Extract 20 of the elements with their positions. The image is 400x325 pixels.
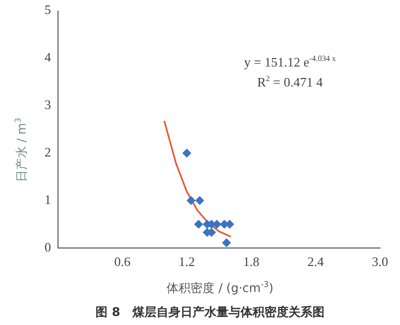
annotation: R$^{2}$ = 0.471 4 bbox=[256, 73, 324, 91]
y-tick-label: 5 bbox=[44, 2, 51, 18]
y-tick-label: 2 bbox=[44, 144, 51, 160]
point bbox=[195, 196, 204, 206]
point bbox=[186, 196, 196, 206]
x-tick-label: 3.0 bbox=[372, 254, 388, 270]
y-tick-label: 4 bbox=[44, 50, 52, 65]
x-tick-label: 2.4 bbox=[307, 254, 324, 270]
point bbox=[194, 220, 204, 229]
y-tick-label: 0 bbox=[44, 239, 51, 254]
x-tick-label: 0.6 bbox=[114, 254, 132, 270]
text: 图 8 煤层自身日产水量与体积密度关系图 bbox=[96, 304, 324, 321]
annotation: y = 151.12 e$^{-4.034 x}$ bbox=[244, 53, 336, 70]
x-axis-title: 体积密度 / (g·cm$^{-3}$) bbox=[166, 280, 274, 297]
x-tick-label: 1.8 bbox=[243, 254, 260, 270]
point bbox=[182, 148, 192, 158]
y-tick-label: 1 bbox=[44, 192, 51, 207]
x-tick-label: 1.2 bbox=[178, 254, 195, 270]
point bbox=[222, 238, 232, 248]
y-tick-label: 3 bbox=[44, 97, 51, 112]
